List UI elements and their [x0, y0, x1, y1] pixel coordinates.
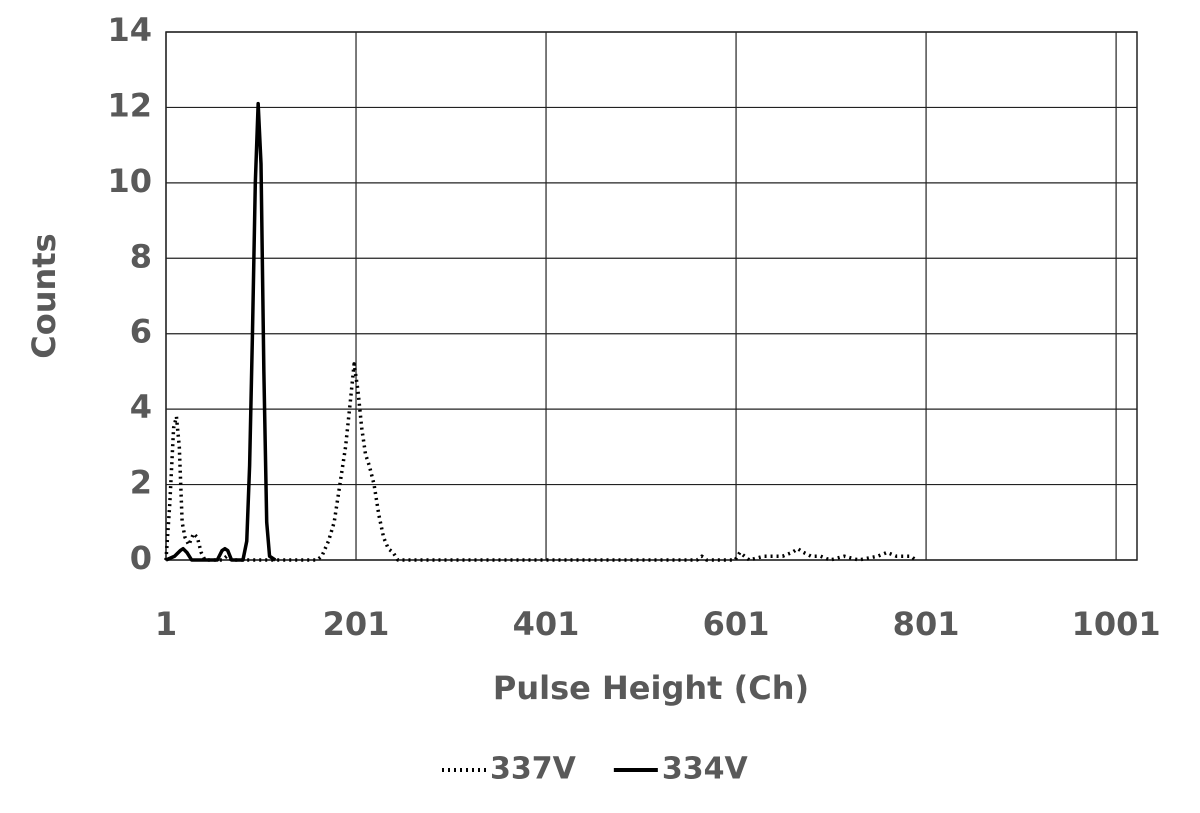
- x-tick-label: 201: [323, 605, 390, 643]
- y-tick-label: 4: [130, 388, 152, 426]
- y-tick-label: 10: [107, 162, 152, 200]
- x-tick-label: 1001: [1072, 605, 1161, 643]
- x-tick-label: 401: [513, 605, 580, 643]
- plot-area: [165, 31, 1138, 561]
- x-tick-label: 801: [893, 605, 960, 643]
- x-tick-label: 1: [155, 605, 177, 643]
- y-tick-label: 14: [107, 11, 152, 49]
- y-tick-label: 2: [130, 464, 152, 502]
- y-tick-label: 8: [130, 237, 152, 275]
- legend-label: 334V: [662, 752, 749, 787]
- legend-label: 337V: [490, 752, 577, 787]
- y-tick-label: 0: [130, 539, 152, 577]
- y-axis-title: Counts: [25, 233, 63, 358]
- x-axis-title: Pulse Height (Ch): [493, 669, 809, 707]
- series-line: [164, 362, 917, 562]
- y-tick-label: 12: [107, 86, 152, 124]
- x-tick-label: 601: [703, 605, 770, 643]
- y-tick-label: 6: [130, 313, 152, 351]
- series-line: [165, 101, 277, 562]
